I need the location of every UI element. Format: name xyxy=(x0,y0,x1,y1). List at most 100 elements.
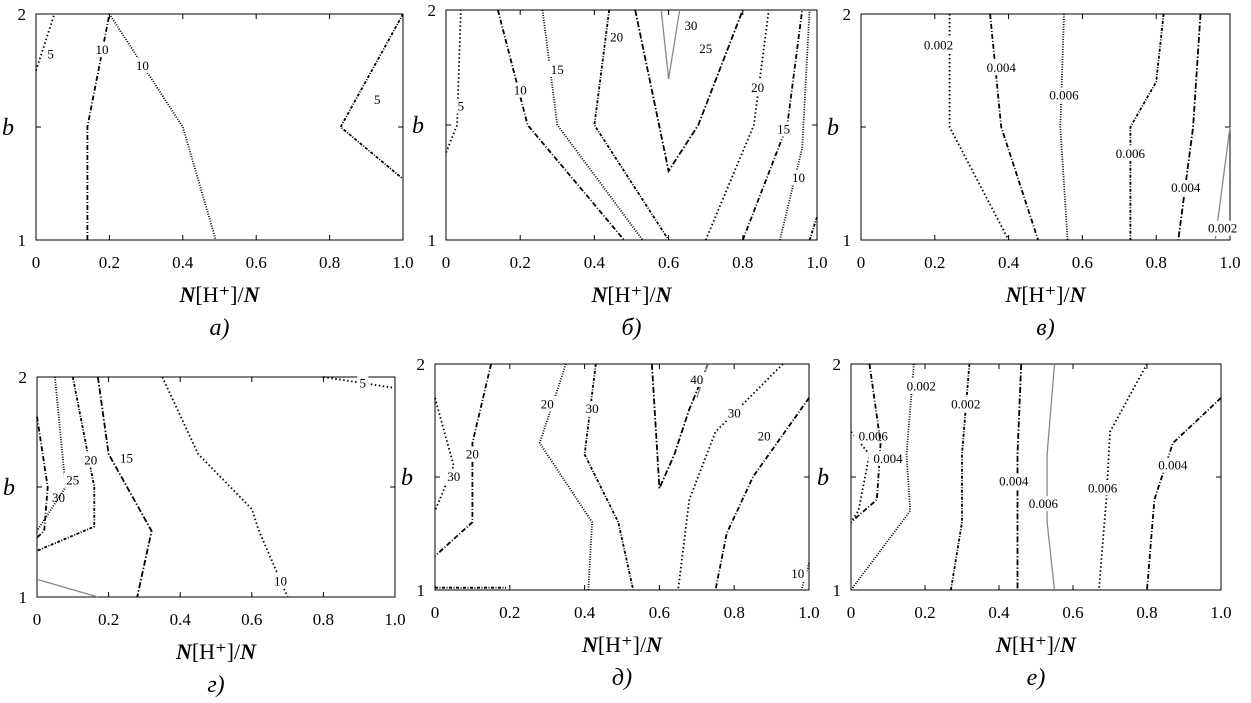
contour-label-bg xyxy=(681,18,700,34)
y-tick-label: 1 xyxy=(428,231,437,250)
x-tick-label: 0.6 xyxy=(1072,253,1093,272)
contour-line xyxy=(497,9,625,241)
contour-label: 0.006 xyxy=(1029,496,1059,511)
contour-label-bg xyxy=(1166,180,1206,196)
contour-label: 0.006 xyxy=(1088,480,1118,495)
panel-1: 0 0.2 0.4 0.6 0.8 1.0 1 2 b N[H⁺]/N а) 5 10 10 5 xyxy=(2,5,414,341)
contour-label-bg xyxy=(511,82,530,98)
contour-line xyxy=(541,9,644,241)
x-tick-label: 0 xyxy=(442,253,451,272)
contour-label: 0.002 xyxy=(907,379,936,394)
y-tick-label: 1 xyxy=(417,581,426,600)
plot-frame xyxy=(445,9,818,241)
x-axis-label: N[H⁺]/N xyxy=(581,632,663,657)
x-tick-label: 0 xyxy=(847,603,856,622)
plot-frame xyxy=(860,13,1231,241)
contour-label-bg xyxy=(548,61,567,77)
contour-label-bg xyxy=(133,57,152,73)
contour-label-bg xyxy=(755,428,774,444)
contour-label-bg xyxy=(117,450,136,466)
contour-label-bg xyxy=(45,46,57,62)
x-tick-label: 0.8 xyxy=(732,253,753,272)
contour-label: 25 xyxy=(66,472,79,487)
contour-label-bg xyxy=(538,396,557,412)
contour-line xyxy=(36,376,96,552)
contour-line xyxy=(850,363,915,591)
y-tick-label: 1 xyxy=(843,231,852,250)
contour-line xyxy=(1146,397,1222,591)
contour-line xyxy=(161,376,289,598)
contour-label-bg xyxy=(748,80,767,96)
contour-label-bg xyxy=(463,446,482,462)
contour-label: 20 xyxy=(541,397,554,412)
plot-frame xyxy=(36,376,396,598)
x-tick-label: 0.4 xyxy=(988,603,1010,622)
contour-label: 30 xyxy=(447,469,460,484)
x-axis-label: N[H⁺]/N xyxy=(175,639,257,664)
contour-label: 15 xyxy=(120,450,133,465)
contour-line xyxy=(660,9,681,80)
contour-line xyxy=(86,13,111,240)
x-tick-label: 0.6 xyxy=(1062,603,1083,622)
contour-line xyxy=(989,13,1039,241)
contour-label: 10 xyxy=(96,42,109,57)
contour-label: 0.006 xyxy=(1049,87,1079,102)
contour-line xyxy=(35,13,56,71)
contour-label: 0.002 xyxy=(924,38,953,53)
contour-label: 5 xyxy=(374,92,381,107)
x-tick-label: 0 xyxy=(32,253,41,272)
contour-label-bg xyxy=(81,452,100,468)
x-tick-label: 1.0 xyxy=(1210,603,1231,622)
contour-label-bg xyxy=(696,41,715,57)
x-tick-label: 0.8 xyxy=(1136,603,1157,622)
x-tick-label: 0 xyxy=(857,253,866,272)
panel-6: 0 0.2 0.4 0.6 0.8 1.012bN[H⁺]/Nе)0.0060.0040.… xyxy=(817,355,1232,691)
x-tick-label: 1.0 xyxy=(1219,253,1240,272)
contour-label-bg xyxy=(357,375,369,391)
y-axis-label: b xyxy=(401,465,413,491)
contour-label-bg xyxy=(93,42,112,58)
x-tick-label: 1.0 xyxy=(392,253,413,272)
contour-label-bg xyxy=(1083,480,1123,496)
contour-line xyxy=(1059,13,1069,241)
x-tick-label: 0.8 xyxy=(319,253,340,272)
contour-line xyxy=(634,9,744,174)
contour-label: 10 xyxy=(136,58,149,73)
contour-line xyxy=(36,578,99,598)
panel-3: 0 0.2 0.4 0.6 0.8 1.0 1 2 b N[H⁺]/N в) 0.002 0.004 0.… xyxy=(827,5,1243,341)
y-tick-label: 2 xyxy=(843,5,852,24)
contour-label-bg xyxy=(1203,220,1243,236)
y-tick-label: 2 xyxy=(18,5,27,24)
contour-label-bg xyxy=(789,169,808,185)
y-tick-label: 1 xyxy=(19,588,28,607)
y-tick-label: 2 xyxy=(428,1,437,20)
x-tick-label: 0.4 xyxy=(998,253,1020,272)
contour-label: 0.004 xyxy=(1158,458,1188,473)
contour-label: 20 xyxy=(84,453,97,468)
contour-label-bg xyxy=(583,401,602,417)
contour-label-bg xyxy=(1110,146,1150,162)
x-tick-label: 0.4 xyxy=(170,610,192,629)
contour-label: 0.002 xyxy=(951,397,980,412)
contour-line xyxy=(1177,13,1202,241)
contour-label-bg xyxy=(607,29,626,45)
contour-line xyxy=(948,14,1010,241)
contour-line xyxy=(704,9,770,241)
contour-label: 0.002 xyxy=(1208,221,1237,236)
contour-label: 0.006 xyxy=(859,428,889,443)
x-tick-label: 0.4 xyxy=(574,603,596,622)
contour-line xyxy=(808,216,818,241)
contour-label-bg xyxy=(725,405,744,421)
contour-label-bg xyxy=(1153,457,1193,473)
x-tick-label: 0.2 xyxy=(510,253,531,272)
x-tick-label: 0.2 xyxy=(98,610,119,629)
contour-label-bg xyxy=(918,37,958,53)
contour-label-bg xyxy=(371,91,383,107)
panel-label: б) xyxy=(621,315,641,341)
x-tick-label: 0.6 xyxy=(649,603,670,622)
panel-label: г) xyxy=(207,672,224,698)
plot-frame xyxy=(434,363,810,591)
y-tick-label: 2 xyxy=(417,355,426,374)
